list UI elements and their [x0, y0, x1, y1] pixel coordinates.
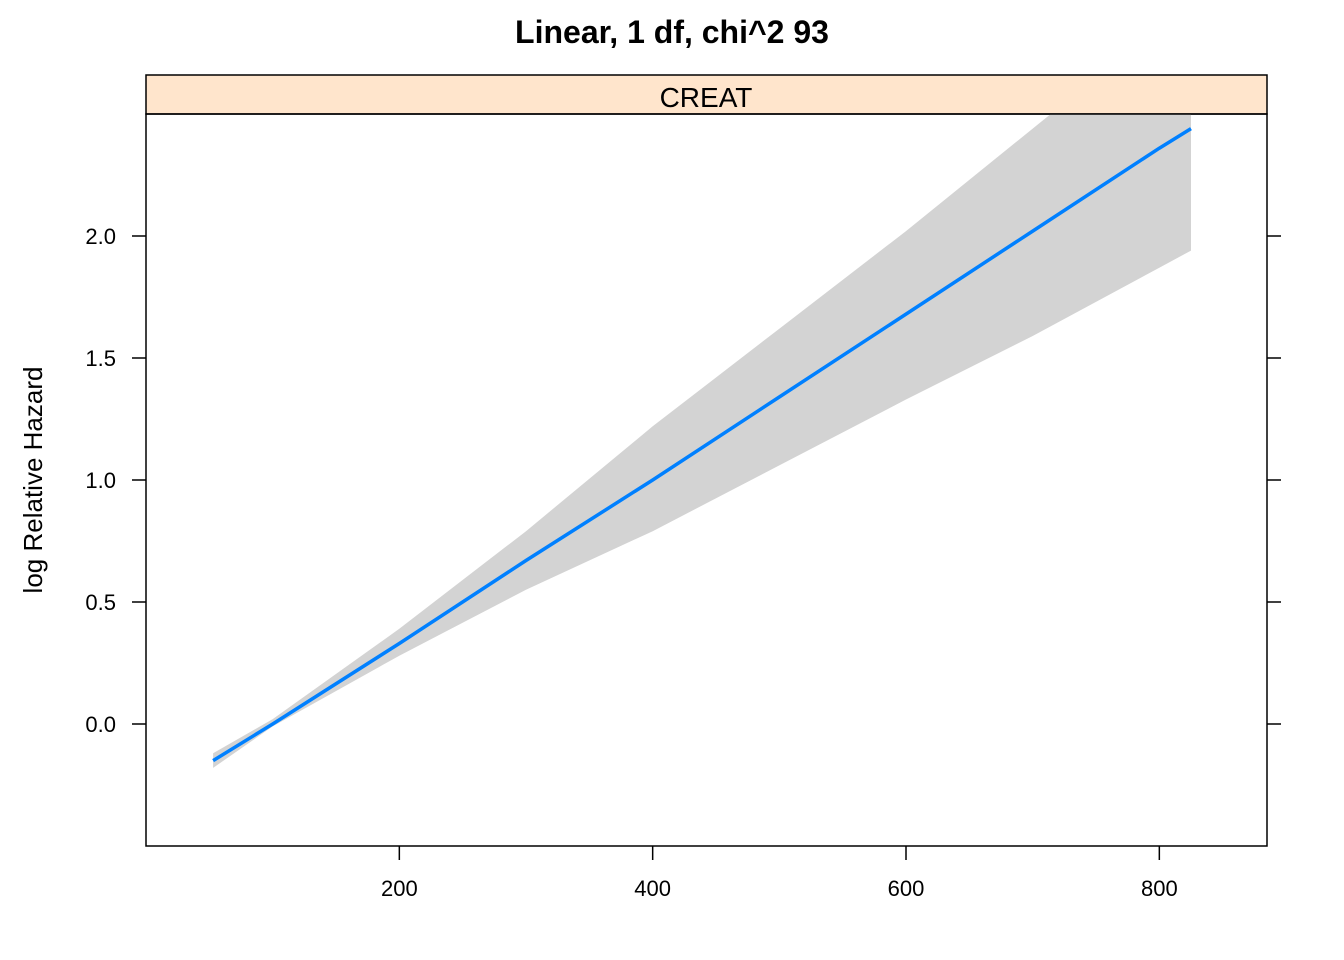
axes: 0.0 0.5 1.0 1.5 2.0 200 400 600 800 [85, 224, 1281, 901]
y-tick-label: 1.5 [85, 346, 116, 371]
x-tick-label: 200 [381, 876, 418, 901]
plot-area [212, 114, 1192, 768]
x-tick-label: 800 [1141, 876, 1178, 901]
series-line [212, 127, 1192, 763]
y-tick-label: 2.0 [85, 224, 116, 249]
y-axis-label: log Relative Hazard [18, 367, 48, 594]
y-tick-label: 0.0 [85, 712, 116, 737]
panel-strip-label: CREAT [660, 82, 753, 113]
y-tick-label: 1.0 [85, 468, 116, 493]
x-tick-label: 600 [888, 876, 925, 901]
y-tick-label: 0.5 [85, 590, 116, 615]
confidence-band [213, 114, 1191, 768]
chart-title: Linear, 1 df, chi^2 93 [515, 14, 829, 50]
x-tick-label: 400 [634, 876, 671, 901]
panel-strip: CREAT [145, 74, 1268, 115]
panel-strip-background [145, 74, 1268, 115]
